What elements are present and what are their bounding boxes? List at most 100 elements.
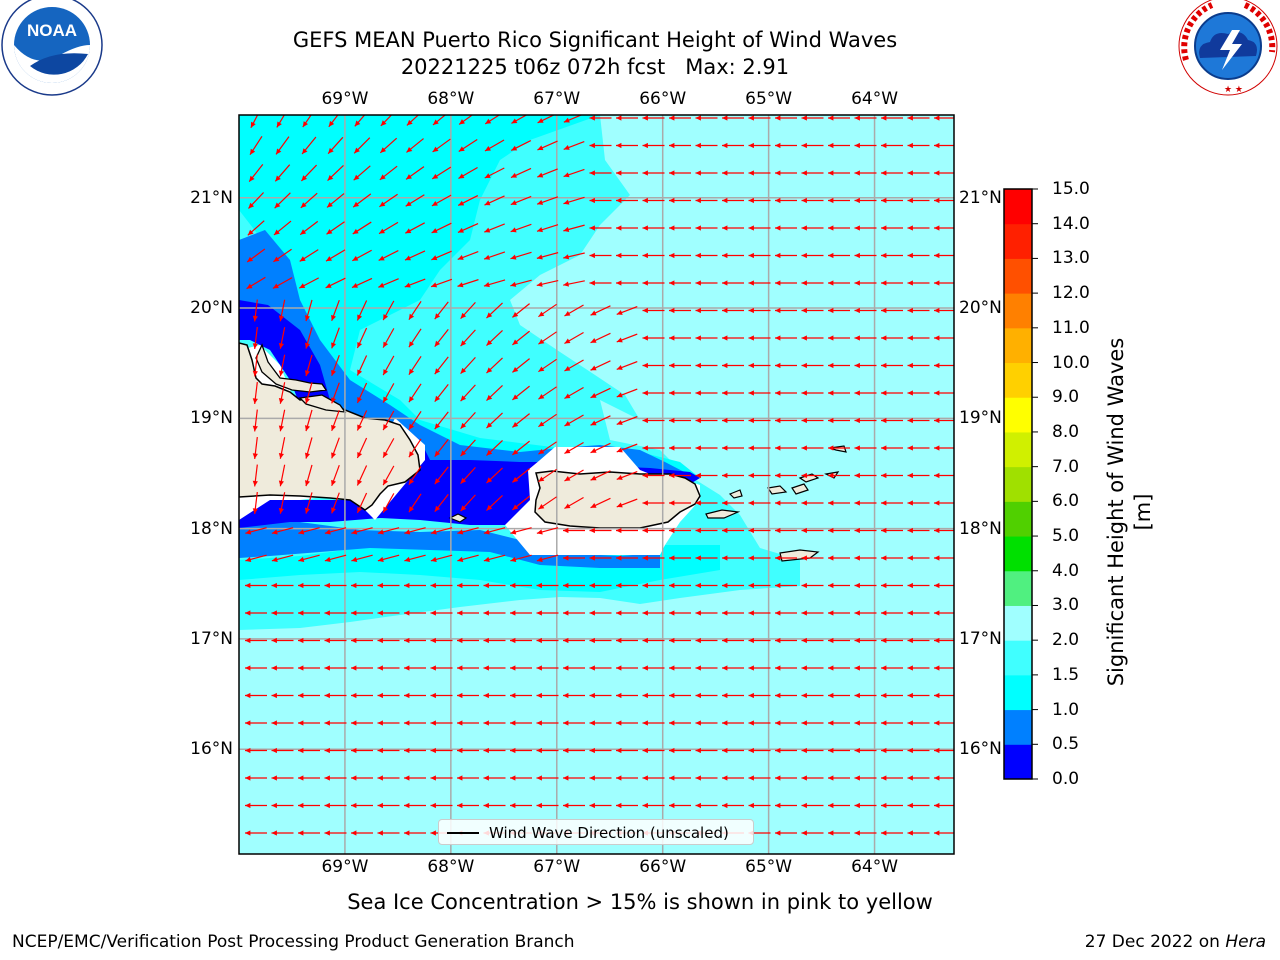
wave-direction-arrow: [722, 665, 744, 671]
wave-direction-arrow: [748, 252, 771, 259]
wave-direction-arrow: [881, 830, 903, 836]
wave-direction-arrow: [722, 252, 744, 259]
wave-direction-arrow: [854, 775, 877, 781]
wave-direction-arrow: [828, 115, 850, 121]
wave-direction-arrow: [775, 115, 797, 121]
lat-label-left: 16°N: [190, 739, 233, 760]
wave-direction-arrow: [881, 665, 903, 671]
wave-direction-arrow: [907, 170, 930, 176]
lat-label-right: 19°N: [959, 408, 1002, 429]
wave-direction-arrow: [590, 332, 611, 344]
wave-direction-arrow: [298, 277, 320, 289]
wave-direction-arrow: [408, 465, 422, 486]
lat-label-right: 16°N: [959, 739, 1002, 760]
wave-direction-arrow: [408, 355, 422, 376]
wave-direction-arrow: [252, 382, 258, 404]
wave-direction-arrow: [669, 500, 691, 506]
wave-direction-arrow: [512, 358, 530, 373]
colorbar-tick-label: 11.0: [1052, 317, 1090, 338]
wave-direction-arrow: [510, 747, 532, 754]
wave-direction-arrow: [351, 527, 373, 535]
wave-direction-arrow: [404, 278, 426, 288]
wave-direction-arrow: [589, 527, 612, 534]
wave-direction-arrow: [434, 383, 449, 403]
colorbar-swatch: [1004, 258, 1032, 294]
wave-direction-arrow: [510, 279, 532, 287]
wave-direction-arrow: [828, 527, 850, 534]
wave-direction-arrow: [351, 802, 373, 809]
wave-direction-arrow: [434, 411, 449, 430]
wave-direction-arrow: [748, 555, 771, 561]
wave-direction-arrow: [304, 299, 313, 322]
wave-direction-arrow: [828, 252, 850, 259]
wave-direction-arrow: [563, 168, 585, 178]
wave-direction-arrow: [590, 360, 611, 371]
wave-direction-arrow: [536, 582, 559, 589]
wave-direction-arrow: [486, 357, 503, 374]
wave-direction-arrow: [510, 692, 532, 699]
wave-direction-arrow: [669, 390, 691, 396]
wave-direction-arrow: [722, 582, 744, 589]
lat-label-right: 20°N: [959, 298, 1002, 319]
wave-direction-arrow: [642, 417, 665, 424]
wave-direction-arrow: [934, 252, 954, 259]
wave-direction-arrow: [722, 280, 744, 286]
lat-label-left: 20°N: [190, 298, 233, 319]
wave-direction-arrow: [408, 438, 422, 458]
wave-direction-arrow: [801, 665, 824, 671]
wave-direction-arrow: [483, 775, 506, 781]
wave-direction-arrow: [642, 610, 665, 616]
wave-direction-arrow: [538, 413, 557, 428]
colorbar-swatch: [1004, 570, 1032, 606]
wave-direction-arrow: [304, 327, 313, 349]
wave-direction-arrow: [907, 390, 930, 396]
wave-direction-arrow: [278, 409, 286, 432]
wave-direction-arrow: [271, 830, 294, 836]
wave-direction-arrow: [907, 115, 930, 121]
wave-direction-arrow: [563, 582, 585, 589]
wave-direction-arrow: [430, 637, 453, 644]
wave-direction-arrow: [801, 252, 824, 259]
wave-direction-arrow: [460, 439, 476, 457]
wave-direction-arrow: [275, 136, 290, 155]
wave-direction-arrow: [722, 417, 744, 424]
wave-direction-arrow: [249, 135, 263, 156]
wave-direction-arrow: [616, 665, 638, 671]
wave-direction-arrow: [907, 335, 930, 341]
wave-direction-arrow: [324, 775, 347, 781]
wave-direction-arrow: [748, 142, 771, 149]
wave-direction-arrow: [722, 747, 744, 754]
wave-direction-arrow: [351, 775, 373, 781]
wave-direction-arrow: [722, 445, 744, 451]
wave-direction-arrow: [457, 775, 479, 781]
wave-direction-arrow: [510, 167, 532, 179]
wave-direction-arrow: [351, 665, 373, 671]
wave-direction-arrow: [273, 220, 292, 236]
wave-direction-arrow: [245, 720, 267, 726]
wave-direction-arrow: [404, 527, 426, 535]
wave-direction-arrow: [616, 802, 638, 809]
wave-direction-arrow: [510, 665, 532, 671]
wave-direction-arrow: [722, 307, 744, 314]
wave-direction-arrow: [775, 610, 797, 616]
wave-direction-arrow: [563, 527, 585, 534]
wave-direction-arrow: [934, 225, 954, 231]
wave-direction-arrow: [801, 692, 824, 699]
wave-direction-arrow: [748, 417, 771, 424]
wave-direction-arrow: [854, 637, 877, 644]
wave-direction-arrow: [434, 493, 449, 513]
wave-direction-arrow: [351, 554, 373, 562]
wave-direction-arrow: [695, 802, 718, 809]
wind-wave-direction-arrows: [245, 115, 954, 836]
wave-direction-arrow: [695, 692, 718, 699]
footer-date: 27 Dec 2022 on Hera: [1085, 932, 1266, 952]
wave-direction-arrow: [589, 555, 612, 561]
wave-direction-arrow: [271, 802, 294, 809]
wave-direction-arrow: [828, 307, 850, 314]
wave-direction-arrow: [616, 280, 638, 286]
wave-direction-arrow: [245, 554, 267, 562]
wave-direction-arrow: [854, 472, 877, 479]
wave-direction-arrow: [483, 637, 506, 644]
wave-direction-arrow: [854, 445, 877, 451]
wave-direction-arrow: [245, 637, 267, 644]
